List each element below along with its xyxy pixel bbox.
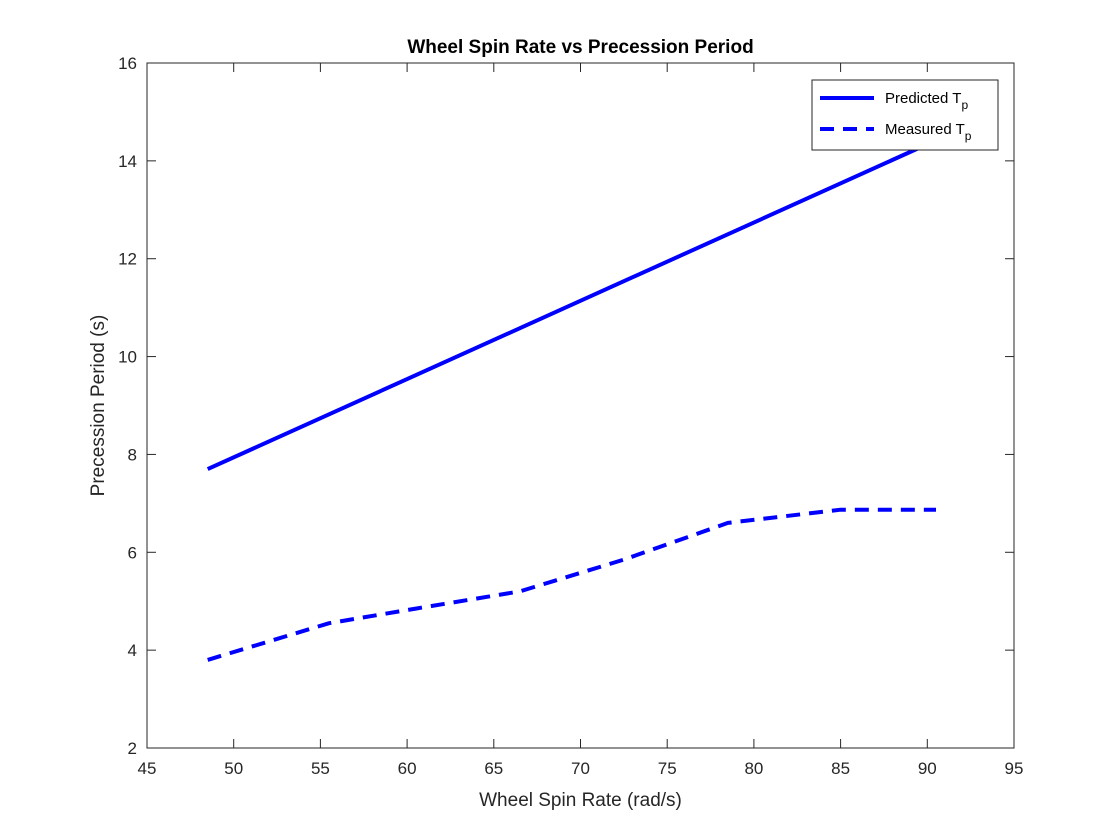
x-tick-label: 50 (224, 759, 243, 778)
series-line-1 (206, 134, 946, 471)
x-tick-label: 75 (658, 759, 677, 778)
series-line-2 (207, 507, 936, 662)
y-tick-label: 8 (128, 445, 137, 464)
y-axis-label: Precession Period (s) (88, 315, 109, 497)
x-tick-label: 95 (1005, 759, 1024, 778)
x-tick-label: 60 (398, 759, 417, 778)
y-tick-label: 10 (118, 348, 137, 367)
y-tick-label: 2 (128, 739, 137, 758)
x-tick-label: 70 (571, 759, 590, 778)
x-tick-label: 65 (484, 759, 503, 778)
y-tick-label: 12 (118, 250, 137, 269)
series-lines (206, 134, 946, 662)
x-tick-label: 80 (744, 759, 763, 778)
legend-label-2: Measured Tp (885, 121, 972, 143)
x-tick-label: 45 (138, 759, 157, 778)
legend: Predicted Tp Measured Tp (811, 79, 999, 151)
y-tick-label: 4 (128, 641, 137, 660)
axis-ticks: 45 50 55 60 65 70 75 80 85 90 95 2 4 6 8 10 12 14 16 (118, 54, 1023, 778)
x-tick-label: 90 (918, 759, 937, 778)
chart-title: Wheel Spin Rate vs Precession Period (407, 37, 753, 58)
legend-label-1: Predicted Tp (885, 90, 968, 112)
y-tick-label: 6 (128, 543, 137, 562)
x-tick-label: 85 (831, 759, 850, 778)
y-tick-label: 14 (118, 152, 137, 171)
y-tick-label: 16 (118, 54, 137, 73)
x-tick-label: 55 (311, 759, 330, 778)
x-axis-label: Wheel Spin Rate (rad/s) (479, 790, 682, 811)
legend-box (811, 79, 999, 151)
